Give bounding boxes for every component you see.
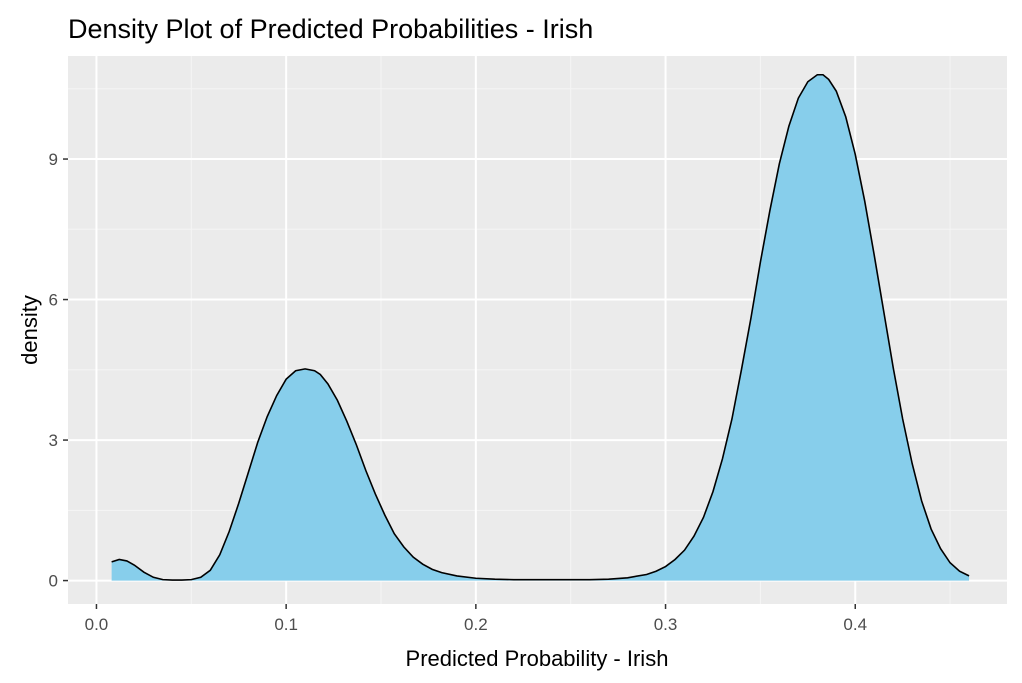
x-axis: 0.0 0.1 0.2 0.3 0.4 [85, 604, 867, 634]
chart-title: Density Plot of Predicted Probabilities … [68, 14, 593, 44]
x-tick-label: 0.1 [274, 615, 298, 634]
x-tick-label: 0.4 [843, 615, 867, 634]
y-tick-label: 3 [49, 431, 58, 450]
x-axis-title: Predicted Probability - Irish [406, 646, 669, 671]
y-tick-label: 0 [49, 572, 58, 591]
y-tick-label: 9 [49, 150, 58, 169]
density-area [111, 74, 970, 581]
x-tick-label: 0.2 [464, 615, 488, 634]
density-line [111, 73, 970, 581]
y-axis-title: density [17, 295, 42, 365]
y-axis: 0 3 6 9 [49, 150, 68, 591]
x-tick-label: 0.0 [85, 615, 109, 634]
y-tick-label: 6 [49, 291, 58, 310]
x-tick-label: 0.3 [654, 615, 678, 634]
